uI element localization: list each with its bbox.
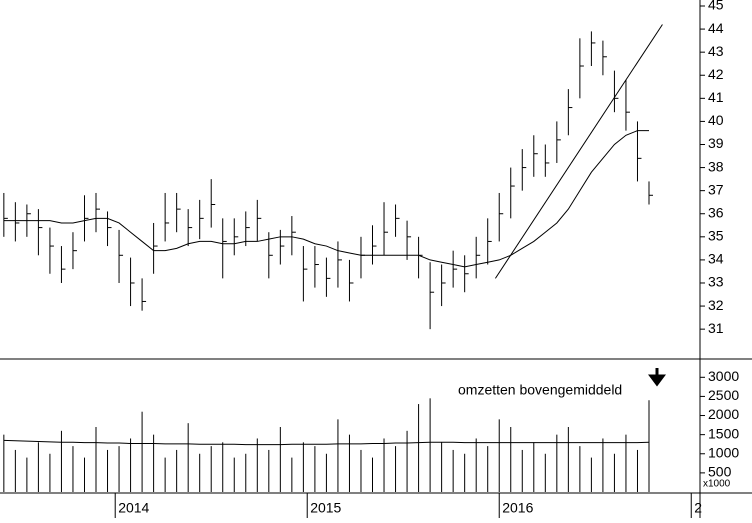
x-tick-label: 2015 [310, 500, 341, 516]
y-tick-label: 35 [708, 228, 724, 244]
y-tick-label: 1000 [708, 444, 739, 460]
moving-average [3, 130, 649, 268]
y-tick-label: 37 [708, 181, 724, 197]
y-tick-label: 45 [708, 0, 724, 13]
y-tick-label: 31 [708, 320, 724, 336]
y-tick-label: 39 [708, 135, 724, 151]
y-tick-label: 40 [708, 112, 724, 128]
y-tick-label: 3000 [708, 368, 739, 384]
y-tick-label: 2500 [708, 387, 739, 403]
y-tick-label: 32 [708, 297, 724, 313]
trend-line [494, 24, 663, 279]
y-tick-label: 43 [708, 43, 724, 59]
annotation: omzetten bovengemiddeld [458, 382, 622, 398]
unit-label: x1000 [703, 479, 731, 490]
y-tick-label: 1500 [708, 425, 739, 441]
arrow [648, 368, 666, 387]
y-tick-label: 500 [708, 464, 732, 480]
volume-average [3, 439, 650, 446]
y-tick-label: 34 [708, 251, 724, 267]
y-tick-label: 38 [708, 158, 724, 174]
y-tick-label: 2000 [708, 406, 739, 422]
x-tick-label: 2 [694, 500, 702, 516]
x-tick-label: 2014 [118, 500, 149, 516]
y-tick-label: 42 [708, 66, 724, 82]
y-tick-label: 41 [708, 89, 724, 105]
y-tick-label: 36 [708, 204, 724, 220]
x-tick-label: 2016 [502, 500, 533, 516]
y-tick-label: 44 [708, 20, 724, 36]
y-tick-label: 33 [708, 274, 724, 290]
